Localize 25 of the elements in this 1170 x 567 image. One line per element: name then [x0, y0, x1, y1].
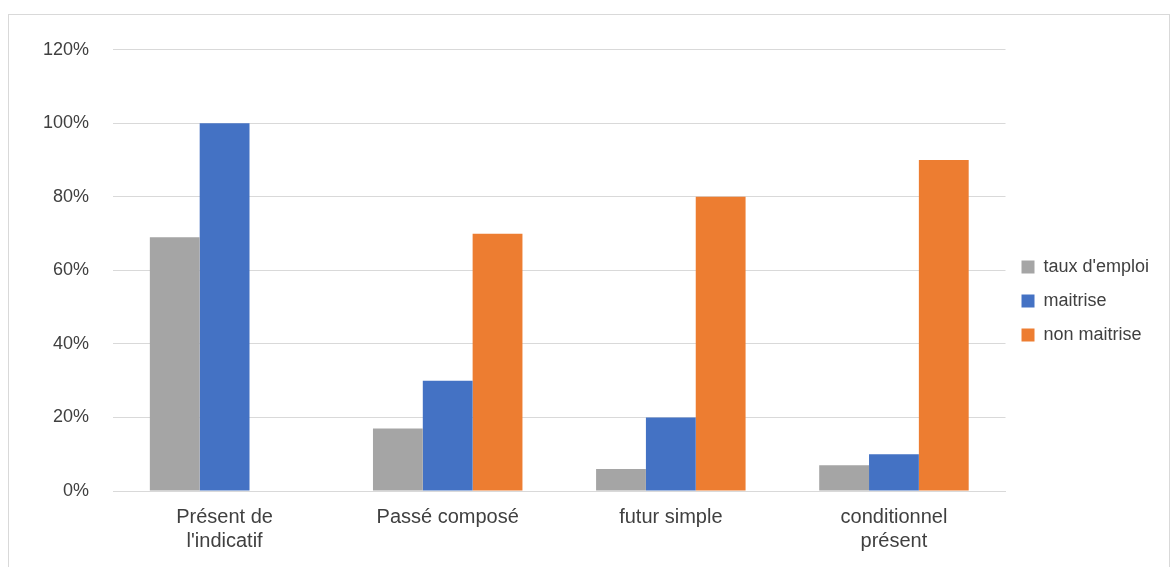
bar: [199, 123, 250, 491]
legend-label: maitrise: [1043, 289, 1107, 310]
bar: [149, 237, 200, 491]
x-tick-label: futur simple: [619, 504, 723, 527]
y-tick-label: 100%: [42, 112, 90, 133]
bar: [372, 428, 423, 491]
bar: [918, 160, 969, 491]
bar: [596, 468, 646, 491]
y-tick-label: 60%: [53, 259, 90, 280]
x-tick-label: Passé composé: [376, 504, 519, 527]
y-tick-label: 80%: [53, 185, 90, 206]
x-tick-label: conditionnel présent: [840, 504, 948, 551]
bar: [695, 196, 746, 491]
y-tick-label: 120%: [42, 38, 90, 59]
bar: [645, 417, 696, 491]
bar: [819, 465, 870, 491]
y-tick-label: 20%: [53, 406, 90, 427]
bar: [422, 380, 473, 491]
y-tick-label: 40%: [53, 332, 90, 353]
bar: [472, 233, 523, 491]
legend-label: non maitrise: [1043, 323, 1142, 344]
legend-label: taux d'emploi: [1043, 255, 1149, 276]
y-tick-label: 0%: [63, 479, 90, 500]
bar: [869, 454, 919, 491]
x-tick-label: Présent de l'indicatif: [176, 504, 273, 551]
